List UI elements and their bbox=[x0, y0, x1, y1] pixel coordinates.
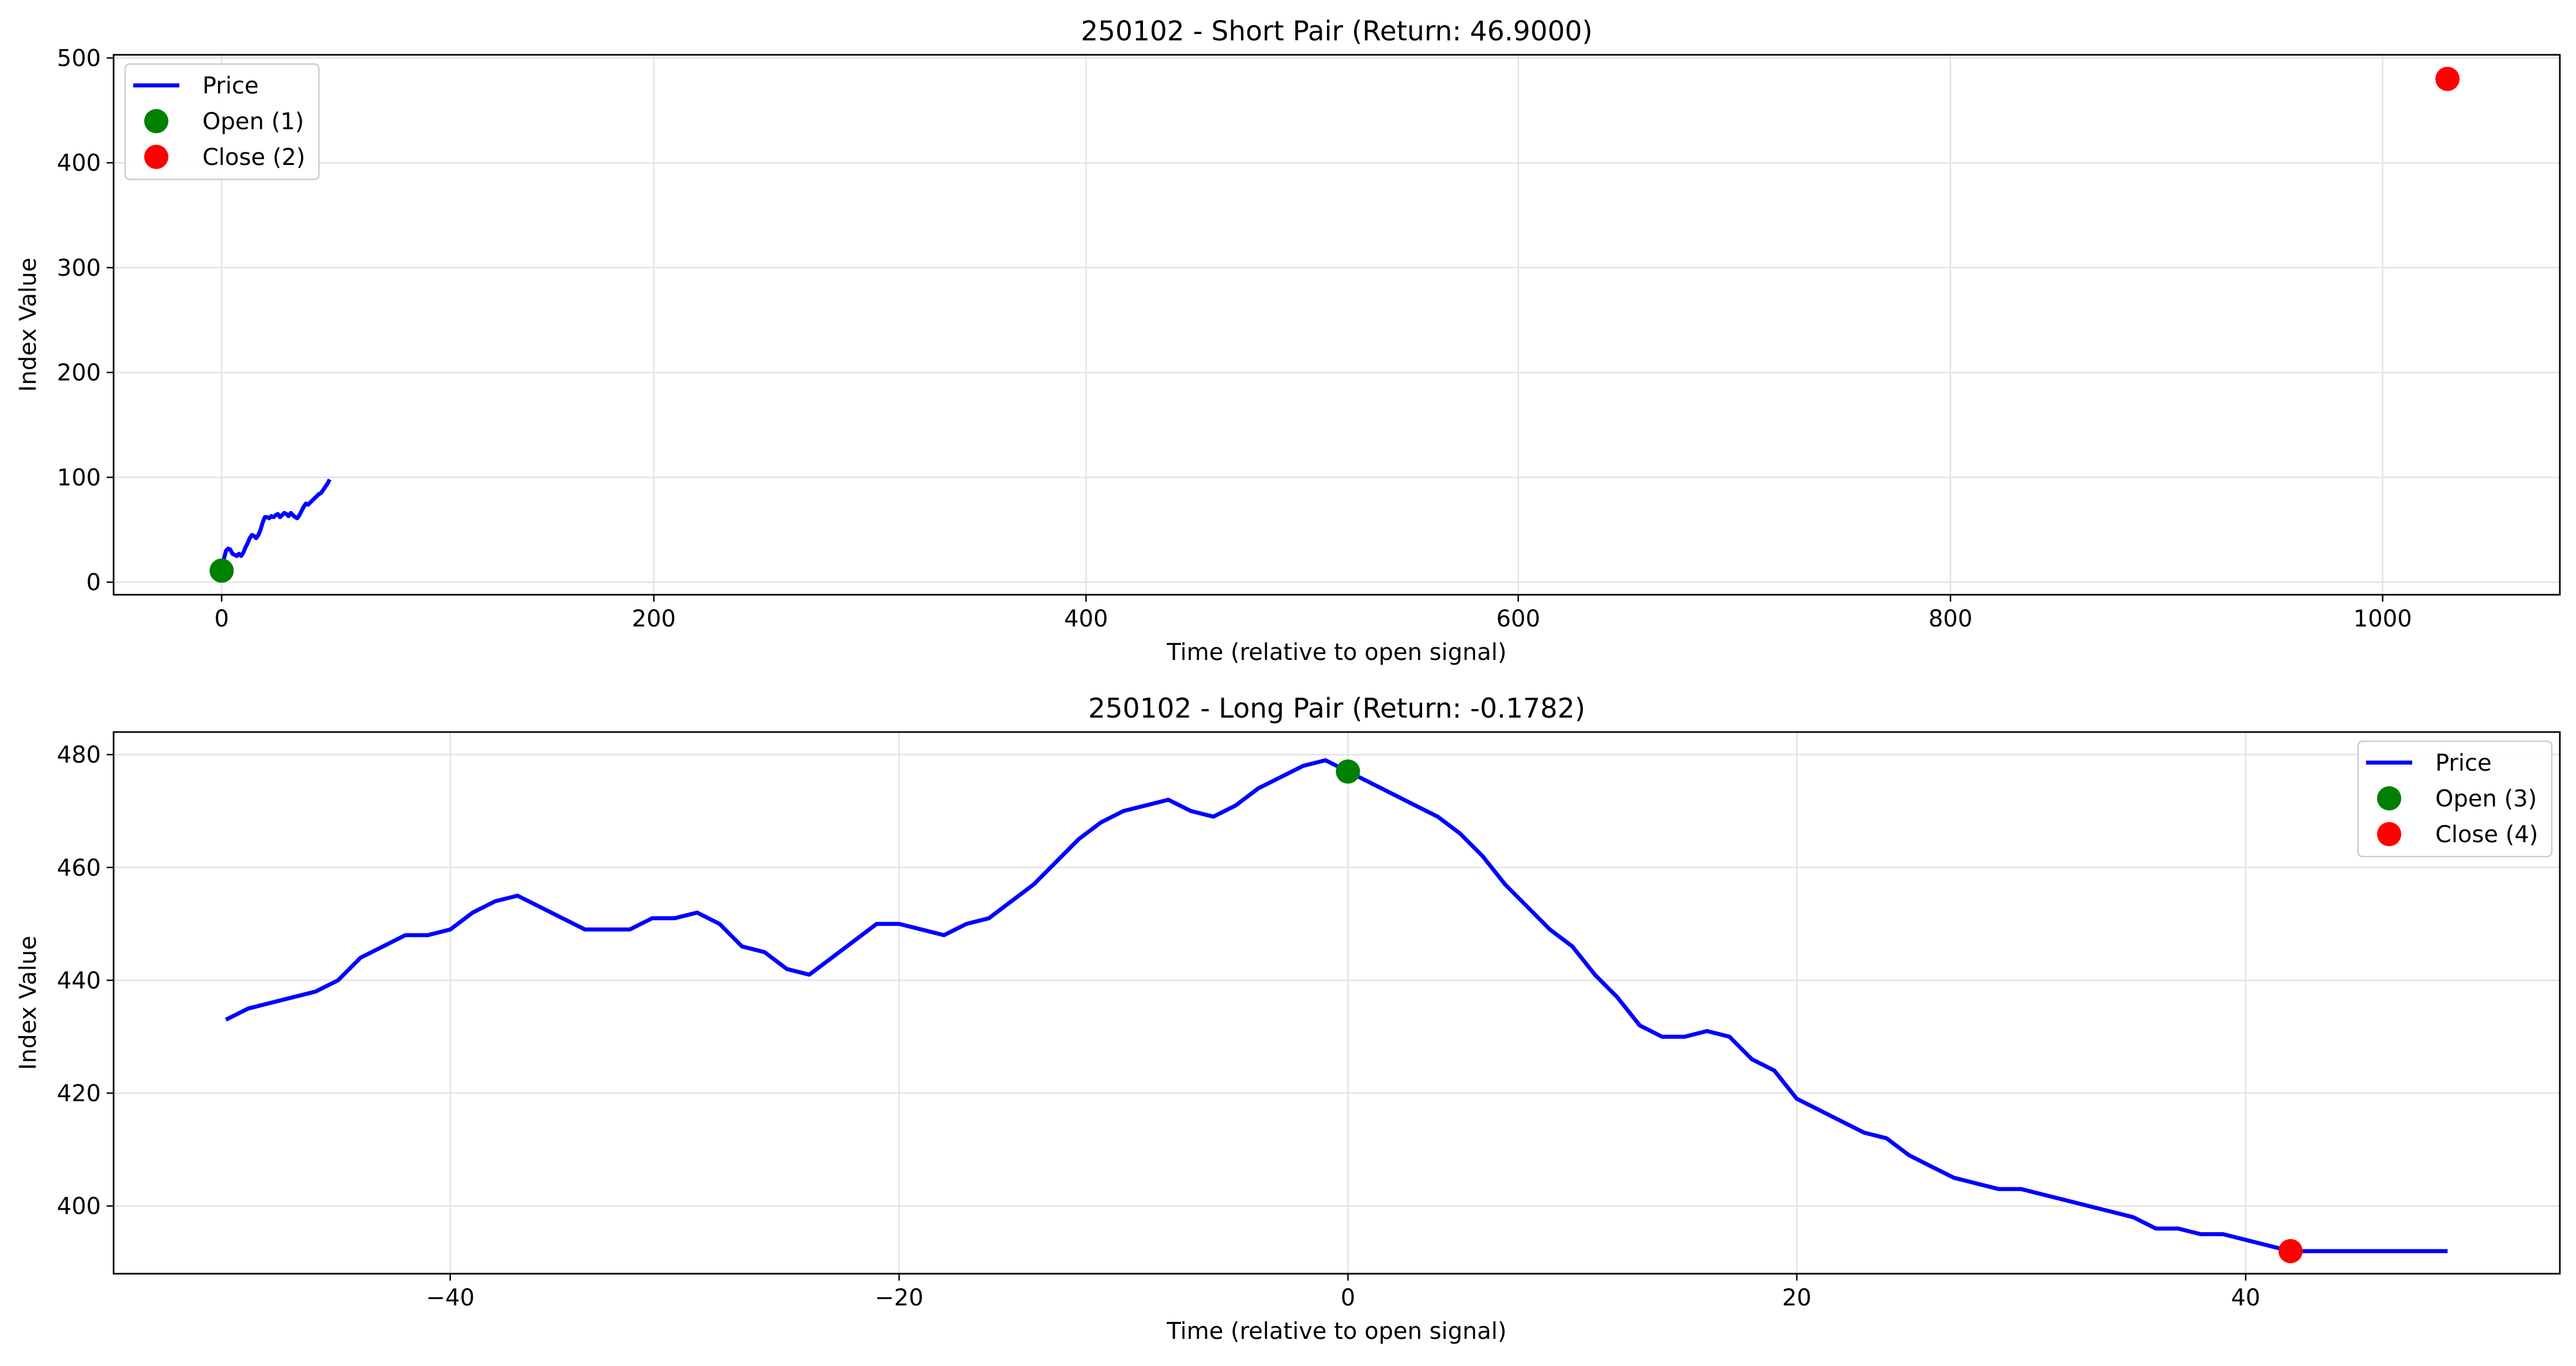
open-marker bbox=[209, 558, 234, 583]
legend-label: Open (3) bbox=[2435, 786, 2537, 812]
y-tick-label: 0 bbox=[87, 569, 101, 596]
y-tick-label: 200 bbox=[57, 360, 101, 386]
legend-marker-swatch bbox=[2377, 822, 2401, 846]
y-tick-label: 100 bbox=[57, 464, 101, 491]
x-tick-label: −20 bbox=[875, 1285, 923, 1311]
plot-area bbox=[114, 732, 2560, 1274]
legend-label: Price bbox=[202, 73, 259, 99]
legend-box bbox=[2357, 740, 2553, 858]
price-line bbox=[219, 478, 332, 571]
y-axis-label: Index Value bbox=[15, 258, 42, 392]
x-tick-label: 0 bbox=[1341, 1285, 1355, 1311]
legend-marker-swatch bbox=[2377, 786, 2401, 810]
x-tick-label: 400 bbox=[1064, 606, 1108, 632]
close-marker bbox=[2278, 1239, 2303, 1263]
y-tick-label: 400 bbox=[57, 150, 101, 177]
legend-label: Open (1) bbox=[202, 108, 304, 135]
legend-box bbox=[124, 63, 320, 181]
x-tick-label: 600 bbox=[1496, 606, 1540, 632]
x-tick-label: 0 bbox=[215, 606, 229, 632]
y-axis-label: Index Value bbox=[15, 936, 42, 1070]
y-tick-label: 440 bbox=[57, 967, 101, 994]
legend-marker-swatch bbox=[144, 109, 168, 133]
axes-frame bbox=[112, 54, 2561, 596]
chart-title: 250102 - Short Pair (Return: 46.9000) bbox=[1081, 16, 1592, 47]
x-axis-label: Time (relative to open signal) bbox=[1166, 1318, 1506, 1345]
legend-label: Price bbox=[2435, 750, 2492, 776]
y-tick-label: 420 bbox=[57, 1080, 101, 1107]
x-tick-label: 40 bbox=[2231, 1285, 2261, 1311]
legend-label: Close (4) bbox=[2435, 821, 2538, 848]
legend-marker-swatch bbox=[144, 145, 168, 169]
plot-area bbox=[114, 55, 2560, 595]
y-tick-label: 460 bbox=[57, 855, 101, 881]
y-tick-label: 400 bbox=[57, 1194, 101, 1220]
long-pair-chart: −40 −20 0 20 40 400 420 440 460 480 250102 - Long … bbox=[15, 693, 2561, 1345]
y-tick-label: 300 bbox=[57, 255, 101, 282]
x-tick-label: 20 bbox=[1782, 1285, 1811, 1311]
x-tick-label: 800 bbox=[1928, 606, 1972, 632]
x-tick-label: 200 bbox=[632, 606, 676, 632]
close-marker bbox=[2435, 66, 2460, 91]
x-tick-label: 1000 bbox=[2353, 606, 2412, 632]
x-axis-label: Time (relative to open signal) bbox=[1166, 639, 1506, 666]
short-pair-chart: 0 200 400 600 800 1000 0 100 200 300 400 500 250102 … bbox=[15, 16, 2561, 666]
axes-frame bbox=[112, 731, 2561, 1275]
legend-label: Close (2) bbox=[202, 144, 305, 171]
price-line bbox=[225, 758, 2448, 1254]
y-tick-label: 480 bbox=[57, 742, 101, 768]
chart-title: 250102 - Long Pair (Return: -0.1782) bbox=[1088, 693, 1585, 725]
open-marker bbox=[1336, 759, 1360, 784]
y-tick-label: 500 bbox=[57, 45, 101, 72]
x-tick-label: −40 bbox=[426, 1285, 475, 1311]
